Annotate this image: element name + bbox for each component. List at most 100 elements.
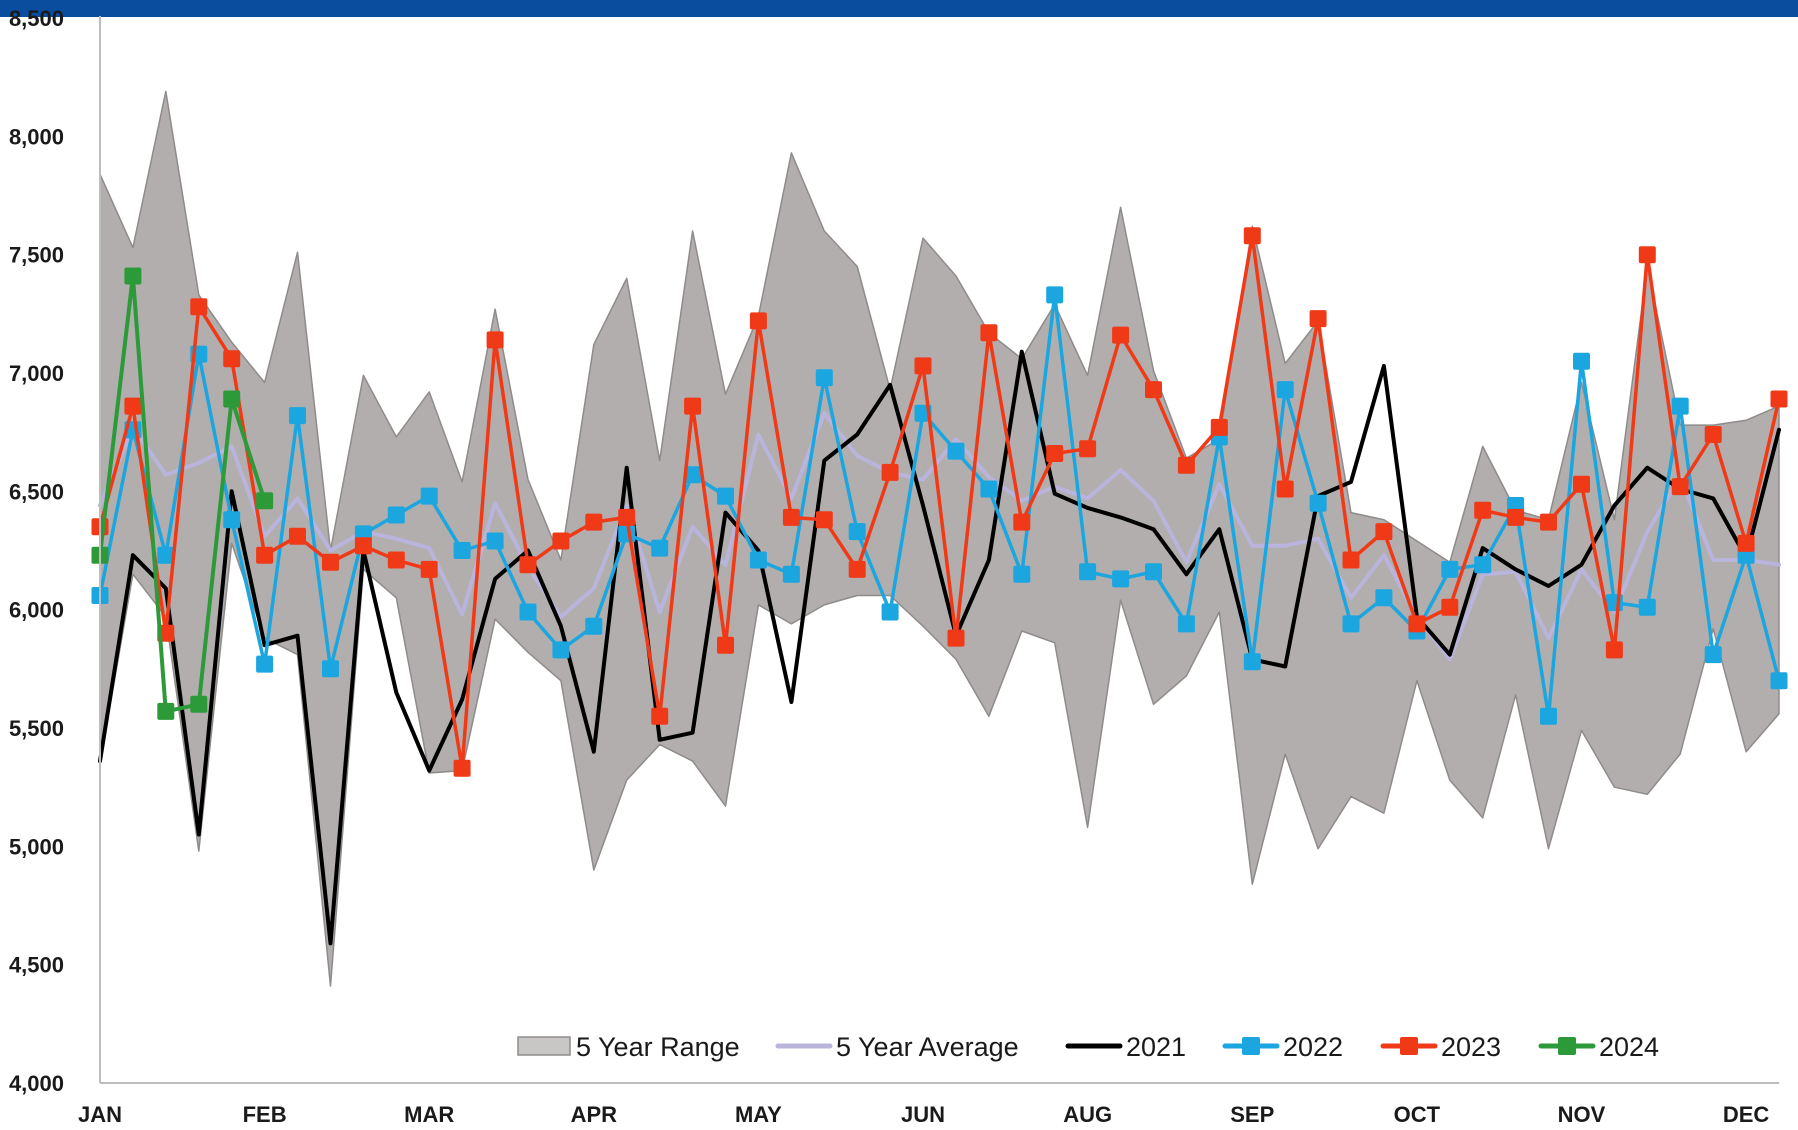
legend-item-5-year-range: 5 Year Range bbox=[517, 1032, 740, 1062]
data-point bbox=[1375, 589, 1393, 607]
data-point bbox=[1309, 494, 1327, 512]
data-point bbox=[1474, 556, 1492, 574]
data-point bbox=[684, 397, 702, 415]
data-point bbox=[1671, 478, 1689, 496]
data-point bbox=[717, 636, 734, 654]
y-tick-label: 4,500 bbox=[9, 953, 64, 978]
x-tick-label: FEB bbox=[243, 1102, 287, 1127]
x-tick-label: AUG bbox=[1063, 1102, 1112, 1127]
series-line bbox=[98, 293, 1781, 718]
x-tick-label: MAR bbox=[404, 1102, 454, 1127]
data-point bbox=[980, 480, 998, 498]
y-tick-label: 7,500 bbox=[9, 243, 64, 268]
legend-label: 5 Year Range bbox=[576, 1032, 740, 1062]
data-point bbox=[223, 390, 241, 408]
data-point bbox=[124, 397, 142, 415]
data-point bbox=[190, 695, 208, 713]
data-point bbox=[618, 508, 636, 526]
legend-swatch-marker bbox=[1558, 1037, 1576, 1055]
series-line bbox=[98, 274, 267, 714]
data-point bbox=[354, 537, 372, 555]
data-point bbox=[322, 553, 339, 571]
data-point bbox=[387, 506, 405, 524]
data-point bbox=[1013, 513, 1031, 531]
data-point bbox=[1276, 381, 1294, 399]
legend-item-5-year-average: 5 Year Average bbox=[775, 1032, 1019, 1062]
data-point bbox=[486, 331, 504, 349]
data-point bbox=[453, 759, 471, 777]
data-point bbox=[1573, 352, 1590, 370]
data-point bbox=[289, 527, 306, 545]
data-point bbox=[585, 513, 603, 531]
legend: 5 Year Range 5 Year Average 2021 2022 2023 20… bbox=[517, 1032, 1659, 1062]
data-point bbox=[881, 463, 899, 481]
y-tick-label: 6,500 bbox=[9, 479, 64, 504]
data-point bbox=[1046, 286, 1064, 304]
data-point bbox=[1276, 480, 1294, 498]
data-point bbox=[519, 603, 537, 621]
x-tick-label: JUN bbox=[901, 1102, 945, 1127]
legend-swatch-marker bbox=[1242, 1037, 1260, 1055]
data-point bbox=[1540, 707, 1557, 725]
legend-label: 5 Year Average bbox=[836, 1032, 1019, 1062]
data-point bbox=[1770, 672, 1788, 690]
y-tick-label: 6,000 bbox=[9, 598, 64, 623]
data-point bbox=[1210, 418, 1228, 436]
x-tick-label: NOV bbox=[1558, 1102, 1606, 1127]
legend-label: 2024 bbox=[1599, 1032, 1659, 1062]
legend-item-2021: 2021 bbox=[1065, 1032, 1186, 1062]
series-2023 bbox=[91, 227, 1788, 777]
data-point bbox=[1638, 598, 1656, 616]
x-tick-label: OCT bbox=[1394, 1102, 1441, 1127]
data-point bbox=[157, 546, 175, 564]
data-point bbox=[1474, 501, 1492, 519]
data-point bbox=[1309, 310, 1327, 328]
data-point bbox=[1046, 445, 1064, 462]
data-point bbox=[815, 511, 833, 529]
data-point bbox=[914, 357, 932, 375]
data-point bbox=[1342, 615, 1360, 633]
y-tick-label: 5,000 bbox=[9, 834, 64, 859]
series-line bbox=[98, 349, 1781, 946]
x-tick-label: APR bbox=[571, 1102, 618, 1127]
y-tick-label: 7,000 bbox=[9, 361, 64, 386]
data-point bbox=[1145, 563, 1162, 581]
data-point bbox=[1145, 381, 1162, 399]
data-point bbox=[1638, 246, 1656, 264]
data-point bbox=[585, 617, 603, 635]
data-point bbox=[1507, 508, 1525, 526]
data-point bbox=[256, 546, 274, 564]
data-point bbox=[848, 523, 866, 541]
data-point bbox=[848, 560, 866, 578]
data-point bbox=[1243, 653, 1261, 671]
x-tick-label: MAY bbox=[735, 1102, 782, 1127]
data-point bbox=[1079, 563, 1097, 581]
data-point bbox=[1704, 426, 1722, 443]
data-point bbox=[1177, 456, 1195, 474]
legend-label: 2023 bbox=[1441, 1032, 1501, 1062]
data-point bbox=[1408, 615, 1426, 633]
data-point bbox=[1540, 513, 1557, 531]
data-point bbox=[1375, 523, 1393, 541]
data-point bbox=[1079, 440, 1097, 458]
legend-label: 2021 bbox=[1126, 1032, 1186, 1062]
data-point bbox=[1737, 534, 1755, 552]
data-point bbox=[749, 312, 767, 330]
data-point bbox=[1112, 570, 1130, 588]
data-point bbox=[684, 466, 702, 484]
x-tick-label: SEP bbox=[1230, 1102, 1274, 1127]
data-point bbox=[453, 542, 471, 559]
x-tick-label: DEC bbox=[1723, 1102, 1770, 1127]
y-tick-label: 4,000 bbox=[9, 1071, 64, 1096]
data-point bbox=[223, 350, 241, 368]
data-point bbox=[1112, 326, 1130, 344]
y-tick-label: 5,500 bbox=[9, 716, 64, 741]
data-point bbox=[157, 702, 175, 720]
legend-label: 2022 bbox=[1283, 1032, 1343, 1062]
axes: 4,000 4,500 5,000 5,500 6,000 6,500 7,000 7,500… bbox=[9, 6, 1779, 1127]
data-point bbox=[256, 492, 274, 510]
data-point bbox=[1573, 475, 1590, 493]
data-point bbox=[420, 560, 438, 578]
